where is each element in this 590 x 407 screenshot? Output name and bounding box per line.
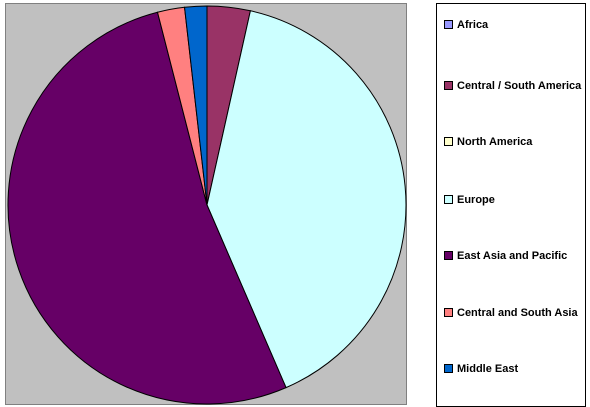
legend-swatch-north-america (444, 137, 453, 146)
legend-swatch-middle-east (444, 364, 453, 373)
legend-item-europe: Europe (444, 192, 582, 208)
legend-label-central-south-america: Central / South America (457, 80, 582, 92)
pie-chart (7, 5, 407, 405)
legend-swatch-central-and-south-asia (444, 308, 453, 317)
legend-label-middle-east: Middle East (457, 363, 519, 375)
pie-slice-east-asia-and-pacific (7, 11, 287, 405)
legend-item-east-asia-and-pacific: East Asia and Pacific (444, 248, 582, 264)
legend-swatch-east-asia-and-pacific (444, 251, 453, 260)
legend: Africa Central / South America North Ame… (436, 3, 586, 407)
legend-swatch-central-south-america (444, 81, 453, 90)
legend-item-central-and-south-asia: Central and South Asia (444, 305, 582, 321)
legend-swatch-europe (444, 195, 453, 204)
plot-area (5, 3, 407, 405)
legend-swatch-africa (444, 20, 453, 29)
pie-slice-middle-east (183, 5, 208, 206)
pie-slice-europe (206, 10, 407, 389)
legend-label-north-america: North America (457, 136, 533, 148)
legend-item-middle-east: Middle East (444, 361, 582, 377)
legend-label-africa: Africa (457, 19, 489, 31)
legend-item-central-south-america: Central / South America (444, 78, 582, 94)
legend-item-north-america: North America (444, 134, 582, 150)
legend-label-europe: Europe (457, 194, 495, 206)
legend-label-central-and-south-asia: Central and South Asia (457, 307, 578, 319)
legend-item-africa: Africa (444, 17, 582, 33)
legend-label-east-asia-and-pacific: East Asia and Pacific (457, 250, 568, 262)
